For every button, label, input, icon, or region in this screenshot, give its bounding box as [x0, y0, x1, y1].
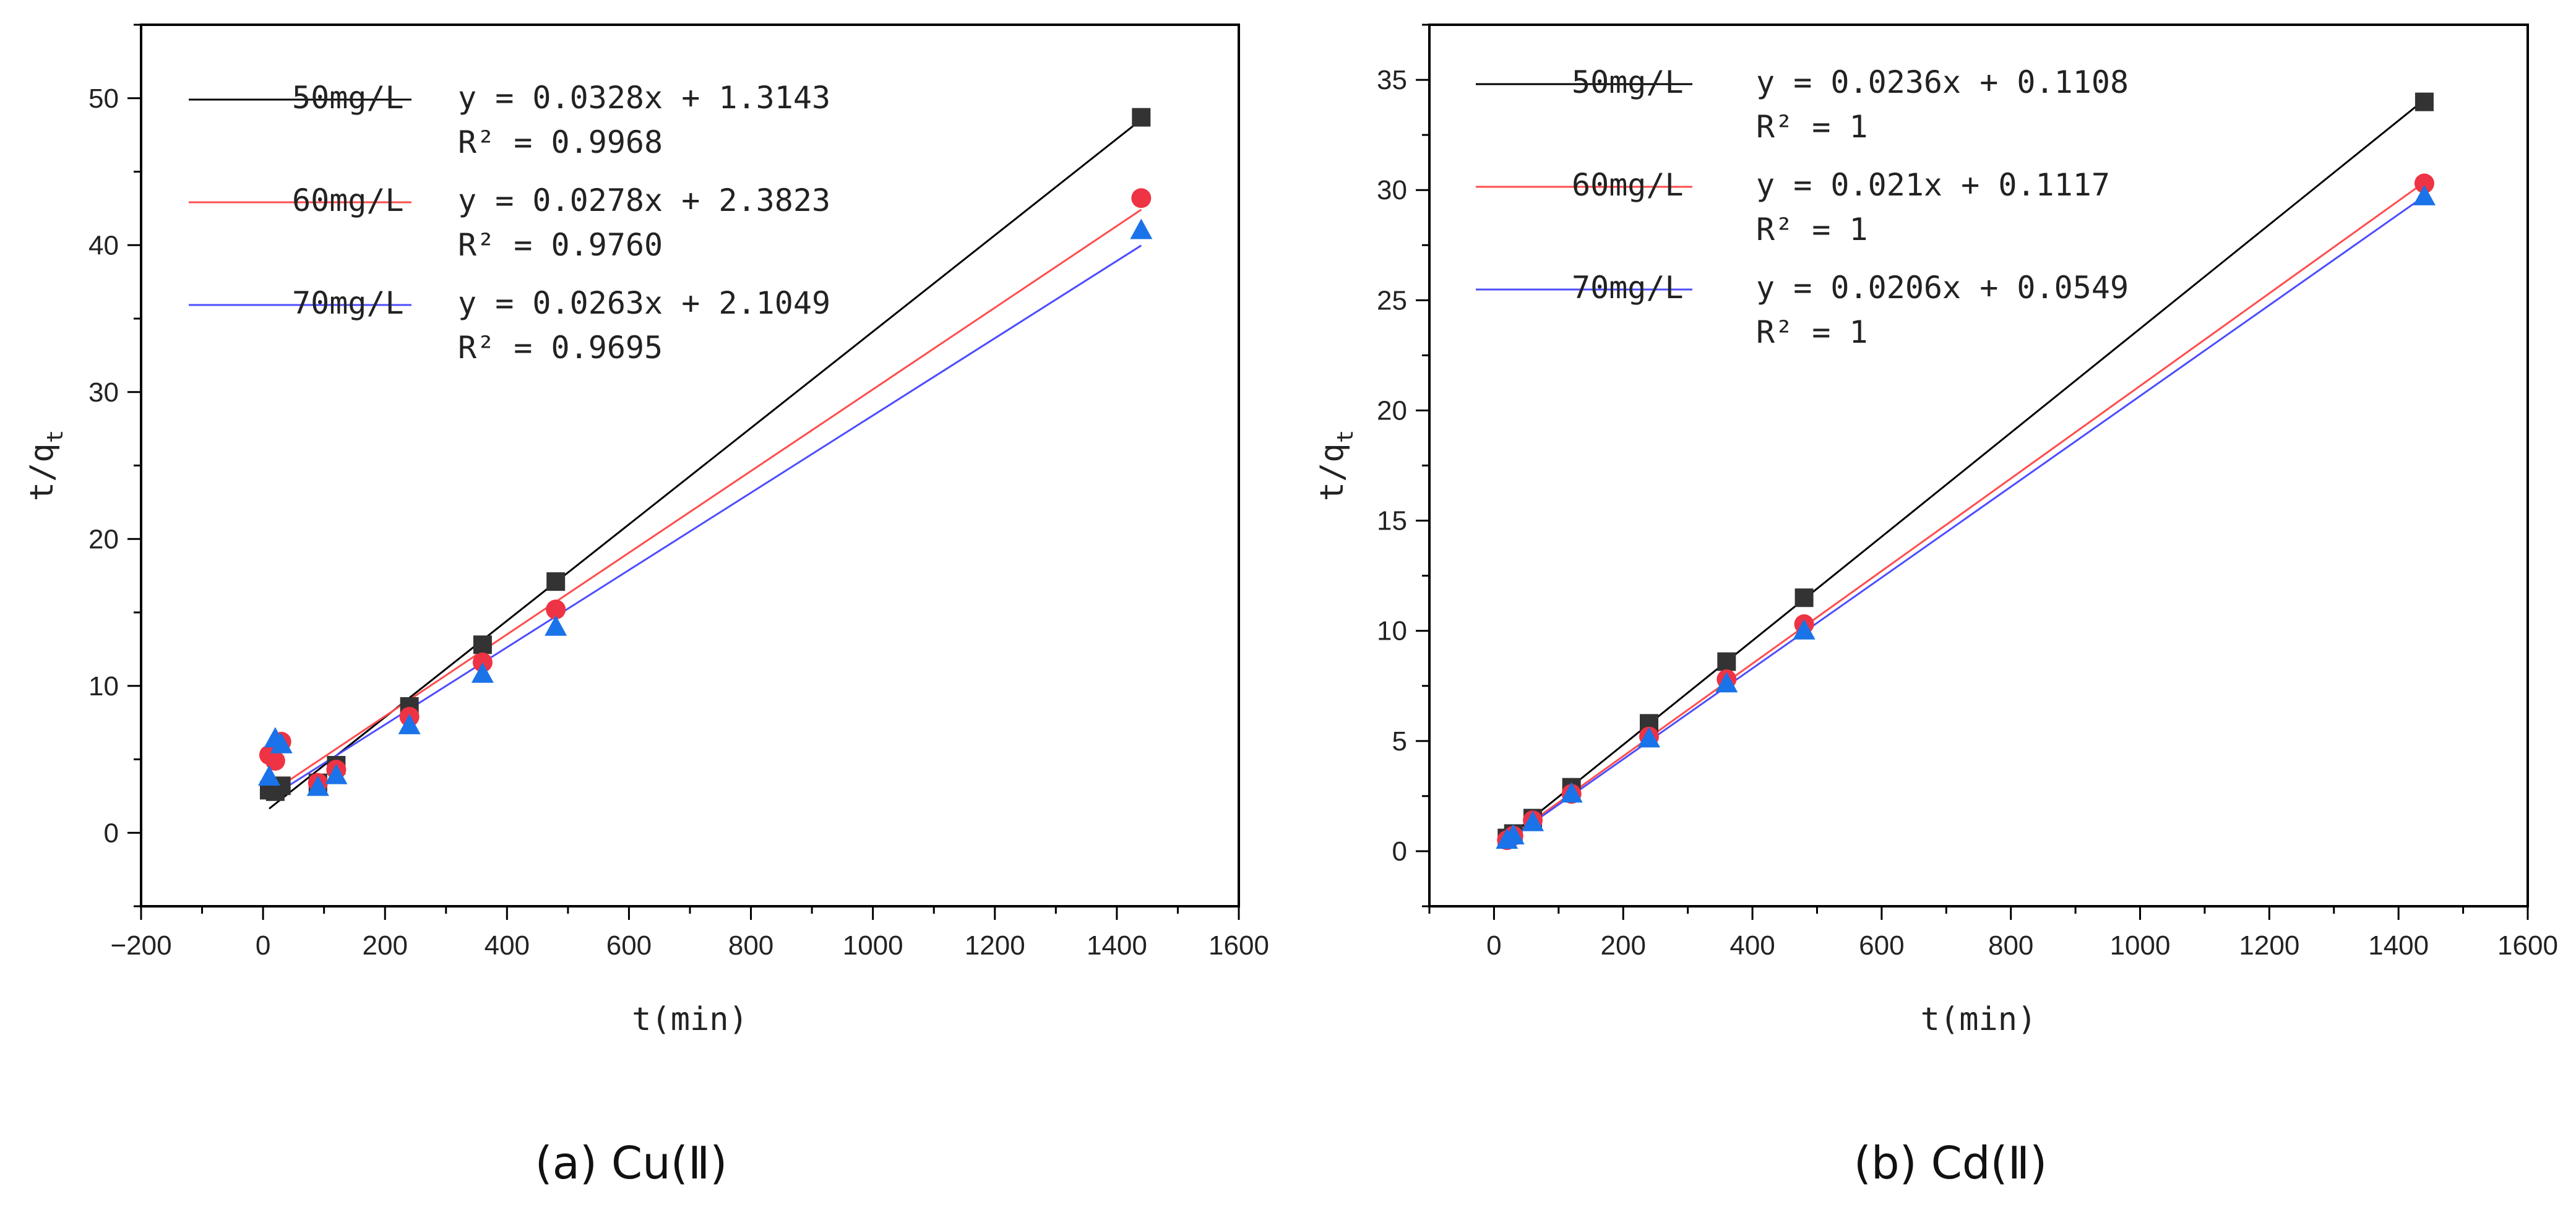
legend-series-name: 50mg/L [292, 80, 404, 116]
fit-line-70mg-l [1506, 195, 2425, 842]
y-tick-label: 0 [104, 818, 119, 848]
legend-equation: y = 0.0328x + 1.3143 [458, 80, 830, 116]
y-tick-label: 40 [88, 230, 119, 260]
y-axis-title-subscript: t [43, 430, 68, 444]
legend-r-squared: R² = 0.9695 [458, 330, 663, 366]
legend-r-squared: R² = 0.9760 [458, 227, 663, 263]
plot-frame [1428, 24, 2529, 908]
legend-series-name: 60mg/L [292, 182, 404, 218]
y-tick-label: 0 [1392, 836, 1407, 867]
legend: 50mg/L y = 0.0236x + 0.1108 R² = 1 60mg/L y … [1476, 64, 2129, 350]
x-tick-label: 400 [1730, 930, 1775, 961]
x-tick-label: −200 [110, 930, 171, 961]
y-tick-label: 50 [88, 84, 119, 114]
y-tick-label: 20 [88, 524, 119, 554]
legend-r-squared: R² = 0.9968 [458, 124, 663, 160]
data-point-70mg-l [1560, 782, 1583, 803]
x-tick-label: 1600 [1208, 930, 1269, 961]
x-tick-label: 800 [1988, 930, 2033, 961]
data-point-50mg-l [546, 572, 566, 591]
legend-r-squared: R² = 1 [1756, 109, 1868, 145]
legend-series-name: 60mg/L [1572, 167, 1684, 203]
data-point-50mg-l [1717, 652, 1736, 671]
legend-equation: y = 0.0263x + 2.1049 [458, 285, 830, 321]
x-tick-label: 1400 [2368, 930, 2429, 961]
x-tick-label: 600 [1859, 930, 1904, 961]
data-point-70mg-l [325, 763, 348, 784]
data-point-70mg-l [545, 615, 567, 636]
x-tick-label: 400 [485, 930, 530, 961]
y-tick-label: 30 [1377, 175, 1407, 205]
data-point-60mg-l [1131, 188, 1152, 208]
x-tick-label: 1000 [843, 930, 903, 961]
fit-line-60mg-l [1506, 181, 2425, 841]
y-tick-label: 10 [88, 671, 119, 702]
legend-series-name: 70mg/L [1572, 270, 1684, 306]
fit-line-50mg-l [269, 119, 1142, 810]
y-tick-label: 30 [88, 377, 119, 408]
legend-equation: y = 0.0236x + 0.1108 [1756, 64, 2129, 100]
legend-series-name: 70mg/L [292, 285, 404, 321]
x-tick-label: 0 [256, 930, 270, 961]
panel-caption: (b) Cd(Ⅱ) [1854, 1137, 2047, 1189]
legend: 50mg/L y = 0.0328x + 1.3143 R² = 0.9968 60m… [189, 80, 830, 366]
data-point-50mg-l [473, 635, 492, 654]
x-tick-label: 1600 [2497, 930, 2558, 961]
x-tick-label: 800 [728, 930, 773, 961]
x-tick-label: 1200 [965, 930, 1025, 961]
data-point-60mg-l [546, 599, 566, 620]
y-tick-label: 20 [1377, 395, 1407, 426]
y-tick-label: 10 [1377, 616, 1407, 646]
x-tick-label: 0 [1486, 930, 1501, 961]
panel-caption: (a) Cu(Ⅱ) [535, 1137, 728, 1189]
legend-equation: y = 0.0278x + 2.3823 [458, 182, 830, 218]
x-axis-title: t(min) [632, 1001, 748, 1038]
legend-r-squared: R² = 1 [1756, 212, 1868, 247]
y-tick-label: 5 [1392, 726, 1407, 757]
x-axis-title: t(min) [1921, 1001, 2037, 1038]
fit-line-60mg-l [269, 208, 1142, 795]
x-tick-label: 200 [363, 930, 408, 961]
x-tick-label: 600 [606, 930, 652, 961]
x-tick-label: 200 [1601, 930, 1646, 961]
y-axis-title-main: t/q [24, 443, 61, 501]
legend-series-name: 50mg/L [1572, 64, 1684, 100]
data-point-70mg-l [1522, 810, 1544, 831]
data-point-70mg-l [1793, 619, 1816, 640]
data-point-70mg-l [1130, 218, 1153, 239]
legend-equation: y = 0.0206x + 0.0549 [1756, 270, 2129, 306]
data-point-60mg-l [2414, 173, 2434, 194]
data-point-70mg-l [257, 765, 280, 786]
legend-r-squared: R² = 1 [1756, 314, 1868, 350]
data-point-70mg-l [2413, 184, 2436, 205]
x-tick-label: 1000 [2110, 930, 2171, 961]
data-point-70mg-l [1502, 824, 1525, 844]
panel-b-cd-chart: 0 200 400 600 800 1000 1200 1400 1600 0 5 10 15 20 25 3… [1314, 24, 2558, 1189]
data-point-70mg-l [398, 713, 421, 734]
data-point-50mg-l [1132, 108, 1151, 127]
x-tick-label: 1400 [1087, 930, 1147, 961]
y-axis-title-main: t/q [1314, 443, 1351, 501]
data-point-70mg-l [1715, 672, 1738, 693]
data-point-50mg-l [2414, 92, 2434, 111]
y-tick-label: 15 [1377, 506, 1407, 536]
data-point-70mg-l [270, 732, 293, 753]
panel-a-cu-chart: −200 0 200 400 600 800 1000 1200 1400 1600 0 10 20 30… [24, 24, 1269, 1189]
y-axis-title: t/qt [1314, 430, 1358, 502]
fit-line-50mg-l [1506, 99, 2425, 839]
y-axis-title: t/qt [24, 430, 68, 502]
data-point-70mg-l [471, 662, 494, 683]
data-point-70mg-l [306, 775, 329, 796]
y-tick-label: 35 [1377, 65, 1407, 95]
legend-equation: y = 0.021x + 0.1117 [1756, 167, 2110, 203]
data-point-50mg-l [1794, 588, 1814, 607]
y-axis-title-subscript: t [1333, 430, 1358, 444]
data-point-60mg-l [265, 750, 285, 771]
data-point-70mg-l [1638, 727, 1660, 748]
y-tick-label: 25 [1377, 285, 1407, 315]
x-tick-label: 1200 [2239, 930, 2299, 961]
